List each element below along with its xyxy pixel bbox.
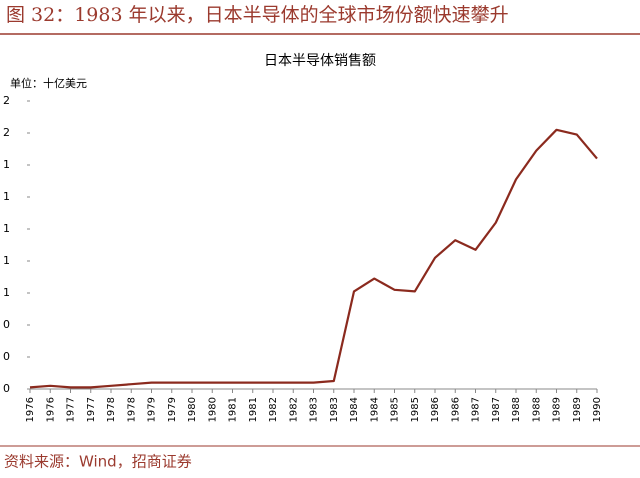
x-tick-label: 1988: [531, 397, 542, 422]
x-tick-label: 1989: [552, 397, 563, 422]
y-tick-label: 2: [3, 94, 10, 107]
line-series: [29, 128, 598, 389]
x-tick-label: 1988: [511, 397, 522, 422]
x-tick-label: 1978: [106, 397, 117, 422]
x-tick-label: 1984: [349, 397, 360, 422]
x-tick-label: 1990: [592, 397, 603, 422]
x-tick-label: 1983: [329, 397, 340, 422]
y-tick-label: 0: [3, 318, 10, 331]
x-tick-label: 1985: [390, 397, 401, 422]
y-tick-label: 1: [3, 158, 10, 171]
x-tick-label: 1987: [471, 397, 482, 422]
y-tick-label: 1: [3, 286, 10, 299]
y-tick-label: 0: [3, 350, 10, 363]
x-tick-label: 1985: [410, 397, 421, 422]
y-tick-label: 1: [3, 190, 10, 203]
x-tick-label: 1981: [248, 397, 259, 422]
x-tick-label: 1989: [572, 397, 583, 422]
y-tick-label: 1: [3, 222, 10, 235]
x-tick-label: 1983: [309, 397, 320, 422]
x-tick-label: 1980: [187, 397, 198, 422]
y-tick-label: 1: [3, 254, 10, 267]
source: 资料来源：Wind，招商证券: [4, 453, 192, 471]
y-tick-label: 2: [3, 126, 10, 139]
y-tick-label: 0: [3, 382, 10, 395]
x-tick-label: 1981: [228, 397, 239, 422]
chart-title: 日本半导体销售额: [264, 53, 376, 69]
figure-title: 图 32：1983 年以来，日本半导体的全球市场份额快速攀升: [6, 4, 509, 26]
x-tick-label: 1979: [167, 397, 178, 422]
x-tick-label: 1976: [45, 397, 56, 422]
x-tick-label: 1978: [126, 397, 137, 422]
x-tick-label: 1987: [491, 397, 502, 422]
x-tick-label: 1984: [369, 397, 380, 422]
x-tick-label: 1976: [25, 397, 36, 422]
x-tick-label: 1977: [66, 397, 77, 422]
x-tick-label: 1977: [86, 397, 97, 422]
x-tick-label: 1986: [450, 397, 461, 422]
x-tick-label: 1986: [430, 397, 441, 422]
x-tick-label: 1979: [147, 397, 158, 422]
x-tick-label: 1980: [207, 397, 218, 422]
x-tick-label: 1982: [268, 397, 279, 422]
x-tick-label: 1982: [288, 397, 299, 422]
unit-label: 单位：十亿美元: [10, 76, 87, 90]
